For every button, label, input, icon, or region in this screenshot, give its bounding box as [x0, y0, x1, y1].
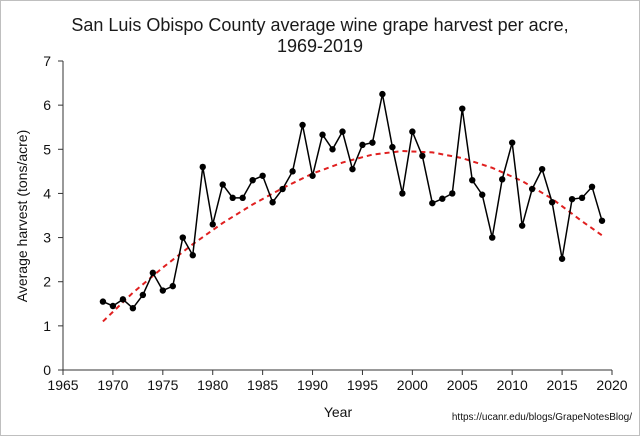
data-point — [578, 194, 586, 202]
data-point — [99, 298, 107, 305]
y-tick-label: 4 — [43, 185, 51, 201]
data-point — [558, 255, 566, 262]
chart-title-line-1: San Luis Obispo County average wine grap… — [71, 15, 569, 35]
data-point — [489, 234, 496, 241]
data-point — [219, 181, 226, 188]
data-point — [469, 176, 476, 184]
data-point — [379, 90, 386, 98]
data-point — [159, 287, 167, 294]
data-point — [179, 234, 186, 241]
source-credit: https://ucanr.edu/blogs/GrapeNotesBlog/ — [451, 412, 632, 423]
data-point — [548, 199, 556, 206]
x-tick-label: 2010 — [497, 377, 528, 393]
data-point — [149, 269, 157, 277]
y-tick-label: 6 — [43, 97, 51, 113]
data-point — [439, 195, 446, 202]
data-point — [279, 185, 286, 193]
data-point — [598, 217, 606, 224]
data-point — [359, 141, 366, 149]
data-point — [528, 185, 536, 193]
data-point — [239, 194, 246, 202]
data-point — [139, 291, 147, 299]
data-point — [189, 252, 196, 259]
data-point — [289, 168, 296, 175]
y-axis-label: Average harvest (tons/acre) — [14, 130, 30, 303]
data-point — [299, 121, 306, 129]
data-point — [109, 302, 117, 310]
data-point — [339, 128, 346, 135]
data-point — [169, 282, 176, 290]
data-point — [499, 176, 506, 183]
x-tick-label: 2000 — [397, 377, 428, 393]
axes: 1965 1970 1975 1980 1985 1990 1995 2000 2005 2010… — [43, 53, 628, 393]
data-point — [319, 131, 326, 138]
x-tick-label: 1970 — [97, 377, 128, 393]
data-point — [199, 163, 206, 171]
chart-title-line-2: 1969-2019 — [276, 36, 364, 56]
data-point — [419, 152, 426, 160]
trend-series — [102, 150, 603, 323]
data-point — [259, 172, 266, 179]
data-point — [459, 105, 466, 112]
data-point — [479, 191, 486, 198]
data-point — [538, 165, 546, 173]
y-tick-label: 3 — [43, 230, 51, 246]
y-tick-label: 2 — [43, 274, 51, 290]
data-point — [229, 194, 236, 202]
data-point — [409, 128, 416, 135]
data-point — [309, 172, 316, 179]
data-point — [399, 190, 406, 197]
x-tick-label: 1985 — [247, 377, 278, 393]
harvest-series — [99, 90, 606, 312]
y-tick-label: 7 — [43, 53, 51, 69]
x-tick-label: 2020 — [596, 377, 627, 393]
data-point — [129, 305, 137, 312]
harvest-line — [102, 93, 603, 310]
x-tick-label: 2005 — [447, 377, 478, 393]
x-tick-label: 1995 — [347, 377, 378, 393]
x-tick-label: 1980 — [197, 377, 228, 393]
data-point — [349, 165, 356, 173]
x-tick-label: 1965 — [47, 377, 78, 393]
data-point — [119, 296, 127, 303]
data-point — [508, 139, 516, 146]
data-point — [209, 221, 216, 228]
y-tick-label: 5 — [43, 141, 51, 157]
data-point — [588, 183, 596, 191]
x-tick-label: 2015 — [547, 377, 578, 393]
data-point — [249, 176, 256, 184]
x-axis-label: Year — [324, 404, 353, 420]
y-tick-label: 1 — [43, 318, 51, 334]
x-tick-label: 1975 — [147, 377, 178, 393]
data-point — [518, 222, 526, 229]
trend-line — [102, 150, 603, 323]
data-point — [449, 190, 456, 197]
x-tick-label: 1990 — [297, 377, 328, 393]
data-point — [329, 146, 336, 153]
data-point — [389, 143, 396, 151]
data-point — [568, 195, 576, 203]
data-point — [369, 139, 376, 146]
data-point — [429, 199, 436, 207]
data-point — [269, 199, 276, 206]
y-tick-label: 0 — [43, 362, 51, 378]
